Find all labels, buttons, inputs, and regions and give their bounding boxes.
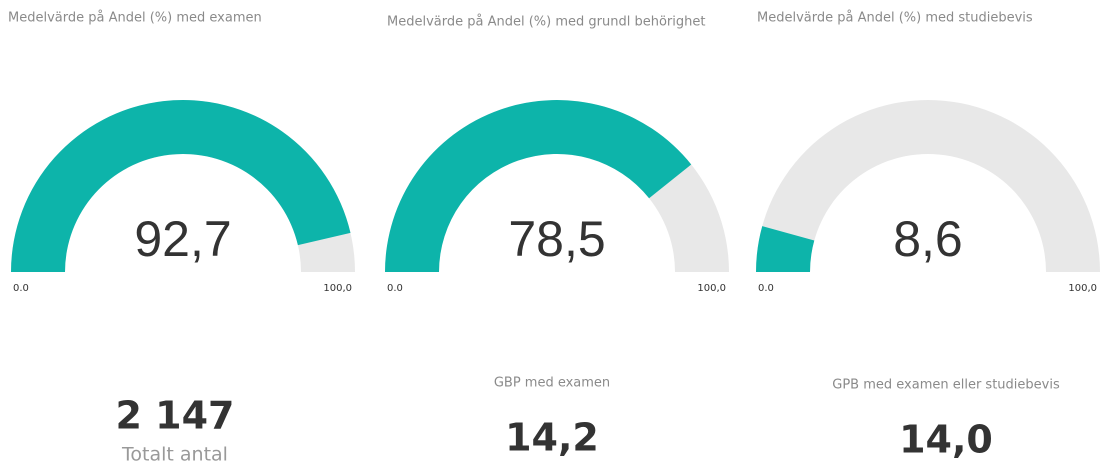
card-title: GPB med examen eller studiebevis [832, 378, 1060, 393]
card-value: 14,0 [899, 418, 993, 462]
gauge-value: 78,5 [508, 211, 605, 267]
card-label: Totalt antal [121, 444, 228, 464]
gauge-title: Medelvärde på Andel (%) med grundl behör… [387, 15, 705, 30]
card-value: 2 147 [116, 394, 235, 438]
gauge-title: Medelvärde på Andel (%) med studiebevis [757, 11, 1033, 26]
gauge-tick-label: 0.0 [758, 283, 774, 294]
gauge-track [756, 100, 1100, 272]
gauge-tick-label: 0.0 [13, 283, 29, 294]
gauge-tick-label: 100,0 [323, 283, 352, 294]
gauge-tick-label: 0.0 [387, 283, 403, 294]
gauge-value: 92,7 [134, 211, 231, 267]
card-value: 14,2 [505, 416, 599, 460]
gauge-fill [11, 100, 351, 272]
gauge-fill [385, 100, 692, 272]
gauge-tick-label: 100,0 [697, 283, 726, 294]
gauge-value: 8,6 [893, 211, 963, 267]
gauge-title: Medelvärde på Andel (%) med examen [8, 11, 262, 26]
gauge-tick-label: 100,0 [1068, 283, 1097, 294]
card-title: GBP med examen [494, 376, 610, 391]
gauge-fill [756, 226, 815, 272]
